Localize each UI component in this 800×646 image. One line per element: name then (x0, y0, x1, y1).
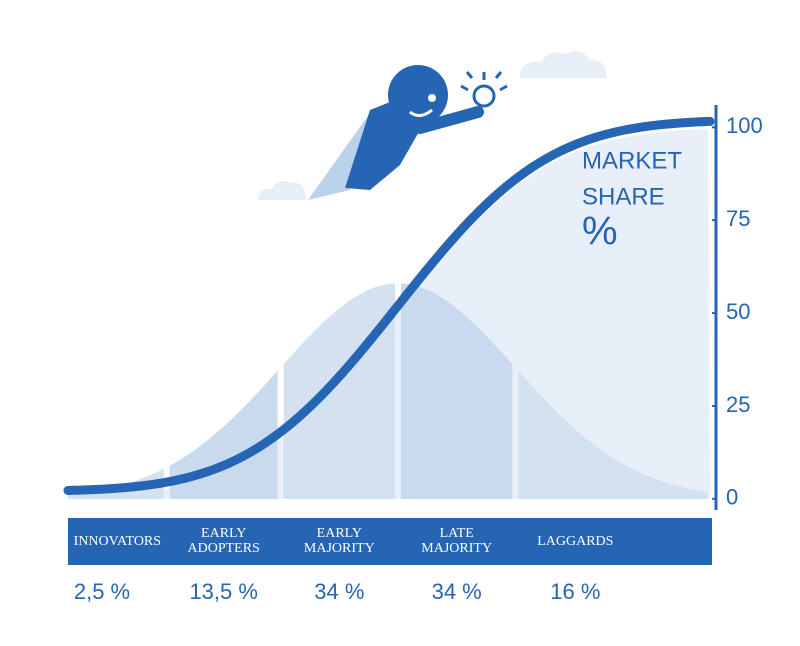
y-tick-label: 50 (726, 299, 750, 324)
y-tick-label: 0 (726, 485, 738, 510)
y-tick-label: 25 (726, 392, 750, 417)
smile (409, 108, 433, 117)
bulb-rays (460, 71, 508, 92)
plot (63, 116, 715, 499)
eye (428, 94, 436, 102)
y-axis-label: MARKET (582, 147, 682, 174)
category-label: EARLY ADOPTERS (187, 526, 260, 556)
bell-segment (169, 370, 278, 499)
y-axis-label: SHARE (582, 183, 665, 210)
body (345, 100, 420, 190)
value-label: 16 % (550, 579, 600, 604)
category-label: INNOVATORS (73, 533, 162, 549)
y-tick-label: 100 (726, 113, 763, 138)
y-axis-label: % (582, 210, 618, 254)
bell-segment (401, 283, 513, 499)
value-label: 34 % (432, 579, 482, 604)
category-band (68, 518, 712, 565)
adoption-curve (63, 116, 715, 495)
cape (308, 110, 372, 200)
category-label: LATE MAJORITY (421, 526, 493, 556)
cloud (520, 51, 607, 78)
decoration (258, 51, 607, 200)
value-label: 34 % (314, 579, 364, 604)
arm (414, 106, 484, 134)
cloud (258, 181, 306, 200)
bell-segment (518, 370, 707, 499)
bell-segment (68, 468, 164, 499)
bell-segment (283, 283, 395, 499)
value-label: 13,5 % (189, 579, 258, 604)
bulb (472, 84, 496, 108)
y-tick-label: 75 (726, 206, 750, 231)
category-label: EARLY MAJORITY (303, 526, 375, 556)
mascot (308, 65, 508, 200)
category-label: LAGGARDS (537, 533, 614, 549)
head (388, 65, 448, 125)
value-label: 2,5 % (74, 579, 130, 604)
